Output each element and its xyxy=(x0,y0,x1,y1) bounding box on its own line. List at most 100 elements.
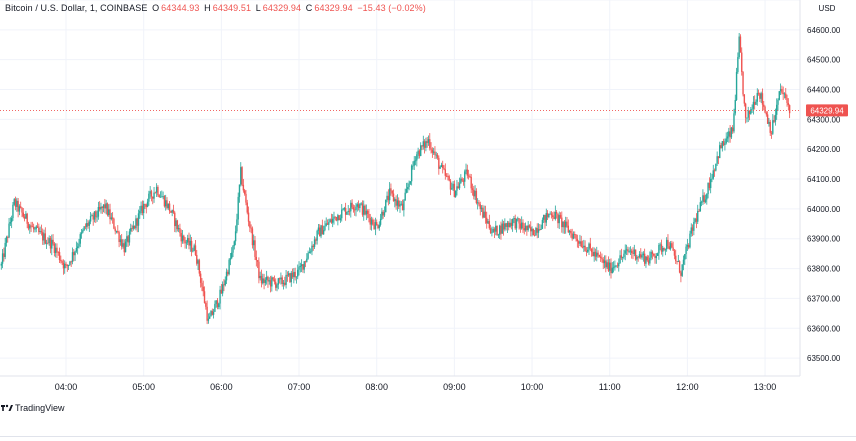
candle-body xyxy=(649,257,651,264)
candle-body xyxy=(658,245,660,254)
x-tick-label: 07:00 xyxy=(288,382,311,392)
candle-body xyxy=(537,229,540,233)
candle-body xyxy=(167,203,169,209)
candle-body xyxy=(317,227,320,231)
candle-body xyxy=(98,207,101,210)
candle-body xyxy=(742,71,744,95)
candle-body xyxy=(627,249,629,252)
candle-body xyxy=(585,251,588,252)
candle-body xyxy=(781,89,783,93)
candle-body xyxy=(293,271,295,278)
candle-body xyxy=(454,190,457,197)
candle-body xyxy=(353,209,356,211)
candle-body xyxy=(549,213,551,215)
candle-body xyxy=(489,228,492,233)
candle-body xyxy=(38,227,40,233)
x-tick-label: 13:00 xyxy=(754,382,777,392)
candle-body xyxy=(224,280,226,286)
candle-body xyxy=(577,241,580,244)
candle-body xyxy=(202,286,204,292)
candle-body xyxy=(439,167,441,169)
candle-body xyxy=(289,273,291,283)
y-tick-label: 64300.00 xyxy=(807,115,841,124)
y-tick-label: 64400.00 xyxy=(807,86,841,95)
candle-body xyxy=(379,218,382,225)
candle-body xyxy=(788,105,791,114)
candle-body xyxy=(113,218,115,229)
candle-body xyxy=(686,245,689,247)
candle-body xyxy=(524,225,527,231)
x-tick-label: 04:00 xyxy=(55,382,78,392)
candle-body xyxy=(704,199,707,202)
candle-body xyxy=(250,227,252,229)
candle-body xyxy=(183,235,185,241)
candle-body xyxy=(770,132,773,134)
candle-body xyxy=(609,262,611,271)
candle-body xyxy=(734,99,736,114)
candle-body xyxy=(528,225,531,228)
candle-body xyxy=(108,209,110,216)
candle-body xyxy=(3,253,5,257)
symbol-title: Bitcoin / U.S. Dollar, 1, COINBASE xyxy=(5,3,148,13)
candle-body xyxy=(152,196,154,199)
candle-body xyxy=(552,215,554,217)
candle-body xyxy=(255,256,258,261)
candle-body xyxy=(245,193,247,203)
candle-body xyxy=(660,244,663,252)
candle-body xyxy=(417,150,419,155)
candle-body xyxy=(785,93,787,99)
candle-body xyxy=(271,277,273,287)
candle-body xyxy=(637,256,639,258)
candle-body xyxy=(8,223,10,238)
candle-body xyxy=(539,229,541,230)
candle-body xyxy=(634,249,637,260)
candle-body xyxy=(128,231,131,243)
candle-body xyxy=(581,246,584,248)
candle-body xyxy=(316,230,318,241)
tradingview-logo[interactable]: TradingView xyxy=(1,403,65,413)
candle-body xyxy=(60,260,62,262)
candle-body xyxy=(438,157,440,169)
candle-body xyxy=(251,228,254,246)
candle-body xyxy=(119,239,122,243)
candle-body xyxy=(664,249,667,251)
candle-body xyxy=(210,311,212,317)
candle-body xyxy=(409,181,412,184)
candle-body xyxy=(153,192,155,199)
candle-body xyxy=(74,251,76,256)
candle-body xyxy=(786,98,788,103)
candle-body xyxy=(403,200,405,211)
candle-body xyxy=(746,117,748,119)
candle-body xyxy=(180,233,182,242)
candle-body xyxy=(158,195,160,198)
candle-body xyxy=(713,170,716,172)
candle-body xyxy=(352,207,355,210)
candle-body xyxy=(484,211,487,218)
candle-body xyxy=(383,212,386,216)
candle-body xyxy=(563,221,566,228)
candle-body xyxy=(357,204,360,209)
candle-body xyxy=(504,223,506,230)
candle-body xyxy=(638,254,641,257)
candle-body xyxy=(212,311,215,315)
candle-body xyxy=(277,278,280,285)
open-label: O xyxy=(152,3,160,13)
candle-body xyxy=(672,247,674,251)
candle-body xyxy=(400,203,402,205)
candle-body xyxy=(201,282,203,287)
candle-body xyxy=(593,251,595,257)
candle-body xyxy=(570,230,572,234)
candle-body xyxy=(460,178,462,184)
candle-body xyxy=(97,207,100,217)
candle-body xyxy=(671,243,673,248)
candle-body xyxy=(92,215,94,220)
candle-body xyxy=(285,274,287,285)
candle-body xyxy=(487,221,489,224)
last-price-badge xyxy=(806,104,848,117)
candle-body xyxy=(378,224,380,229)
candle-body xyxy=(227,271,229,275)
candle-body xyxy=(673,250,676,256)
candle-body xyxy=(615,265,617,267)
